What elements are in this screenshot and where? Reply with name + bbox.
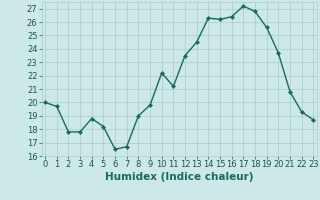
X-axis label: Humidex (Indice chaleur): Humidex (Indice chaleur) <box>105 172 253 182</box>
